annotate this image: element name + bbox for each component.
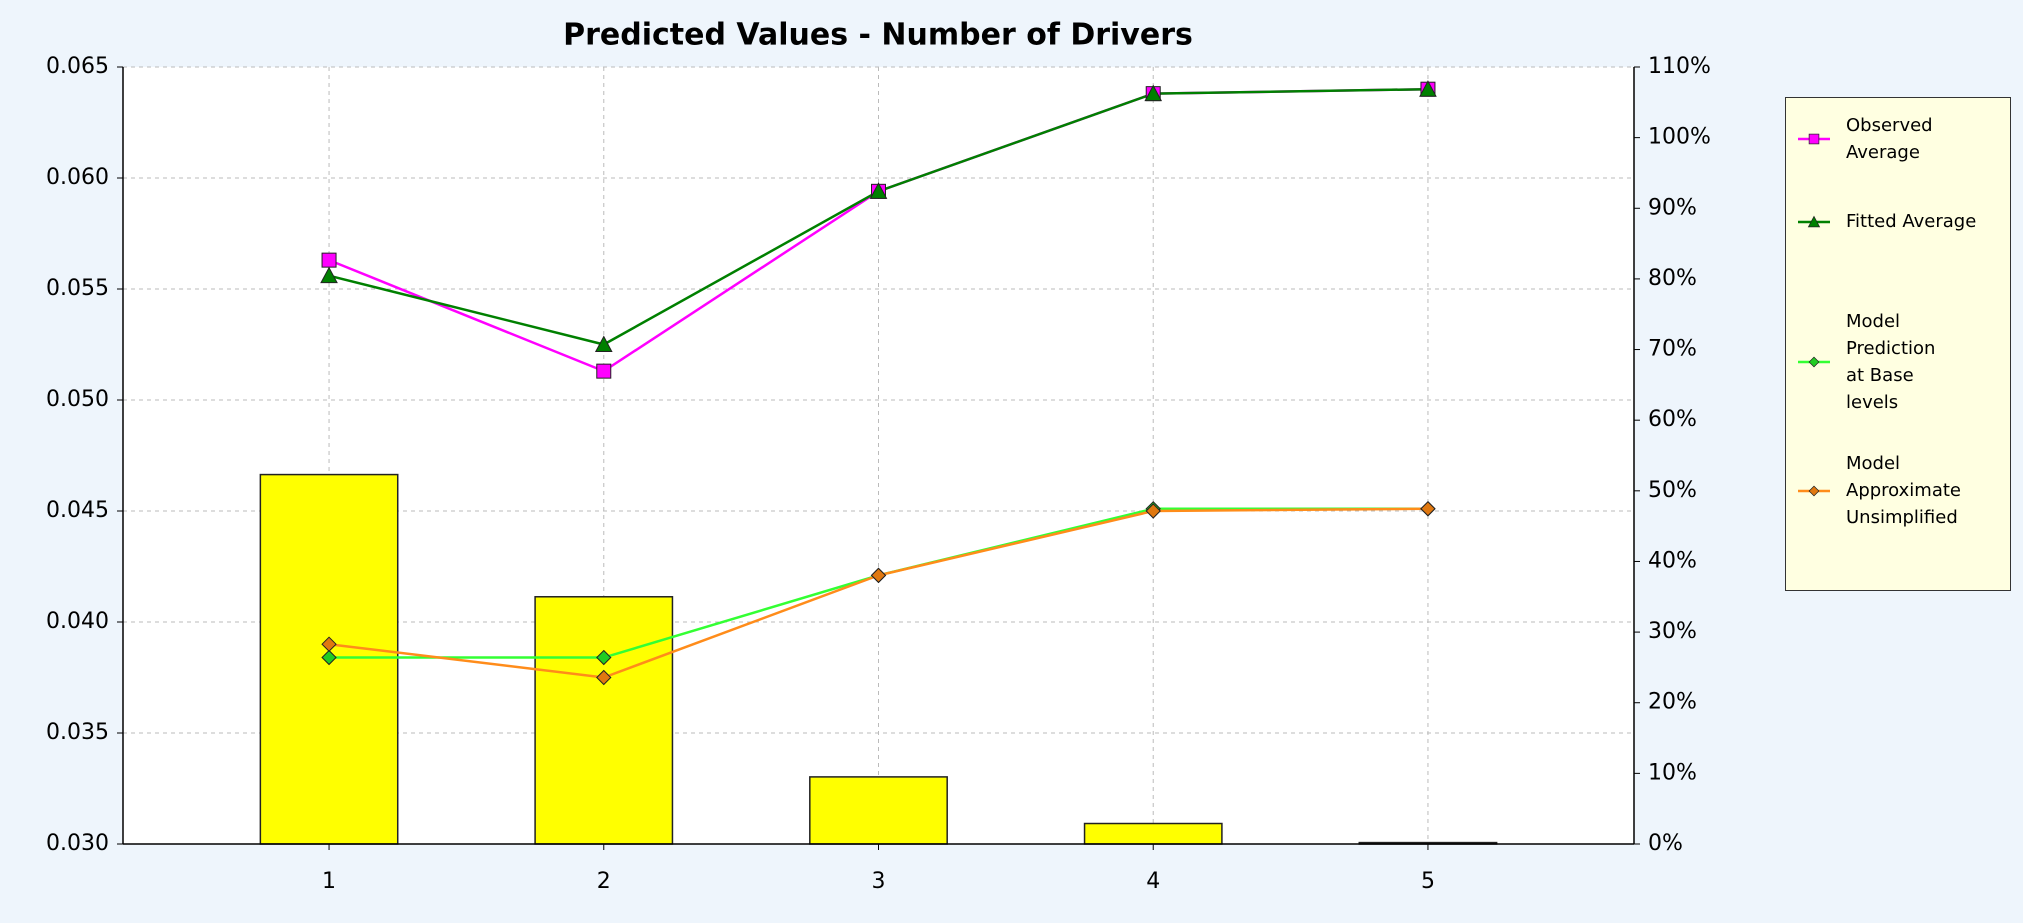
y-tick-label: 0.045 <box>46 498 109 523</box>
marker <box>1145 503 1161 519</box>
y2-tick-label: 50% <box>1648 478 1697 503</box>
bar <box>534 596 674 845</box>
y-tick-label: 0.060 <box>46 165 109 190</box>
y2-tick-label: 110% <box>1648 54 1711 79</box>
y-tick-label: 0.035 <box>46 720 109 745</box>
marker <box>1420 501 1436 517</box>
legend-icon <box>1798 133 1830 145</box>
marker <box>1808 133 1820 145</box>
y-tick-label: 0.040 <box>46 609 109 634</box>
y-tick-label: 0.065 <box>46 54 109 79</box>
y-tick-label: 0.030 <box>46 831 109 856</box>
x-tick-label: 2 <box>597 869 611 894</box>
marker <box>321 649 337 666</box>
y2-tick-label: 20% <box>1648 690 1697 715</box>
legend-entry: Model Approximate Unsimplified <box>1796 450 2006 531</box>
y2-tick-label: 40% <box>1648 548 1697 573</box>
y2-tick-label: 30% <box>1648 619 1697 644</box>
marker <box>594 335 613 352</box>
y2-tick-label: 60% <box>1648 407 1697 432</box>
legend: Observed Average Fitted Average Model Pred… <box>1785 97 2011 591</box>
legend-icon <box>1798 485 1830 496</box>
x-tick-label: 5 <box>1421 869 1435 894</box>
x-tick-label: 1 <box>322 869 336 894</box>
marker <box>1807 215 1821 227</box>
marker <box>596 363 612 379</box>
legend-entry: Observed Average <box>1796 112 2006 166</box>
y2-tick-label: 70% <box>1648 337 1697 362</box>
marker <box>596 669 612 686</box>
y-tick-label: 0.050 <box>46 387 109 412</box>
legend-label: Model Prediction at Base levels <box>1846 311 1936 413</box>
marker <box>320 266 338 284</box>
y-tick-label: 0.055 <box>46 276 109 301</box>
marker <box>1144 84 1163 102</box>
legend-entry: Fitted Average <box>1796 208 2006 235</box>
legend-entry: Model Prediction at Base levels <box>1796 308 2006 416</box>
marker <box>596 649 612 666</box>
marker <box>321 252 337 268</box>
y2-tick-label: 0% <box>1648 831 1683 856</box>
marker <box>869 182 888 199</box>
marker <box>1808 356 1820 368</box>
y2-tick-label: 90% <box>1648 195 1697 220</box>
marker <box>1419 80 1437 97</box>
legend-icon <box>1798 215 1830 227</box>
marker <box>321 636 337 652</box>
x-tick-label: 4 <box>1146 869 1160 894</box>
bar <box>809 776 948 845</box>
marker <box>1808 485 1820 496</box>
chart-title: Predicted Values - Number of Drivers <box>563 18 1193 53</box>
y2-tick-label: 10% <box>1648 760 1697 785</box>
legend-icon <box>1798 356 1830 368</box>
y2-tick-label: 100% <box>1648 125 1711 150</box>
y2-tick-label: 80% <box>1648 266 1697 291</box>
marker <box>870 567 887 584</box>
legend-label: Model Approximate Unsimplified <box>1846 453 1961 528</box>
legend-label: Observed Average <box>1846 115 1933 163</box>
legend-label: Fitted Average <box>1846 211 1977 232</box>
bar <box>1083 822 1223 845</box>
x-tick-label: 3 <box>872 869 886 894</box>
